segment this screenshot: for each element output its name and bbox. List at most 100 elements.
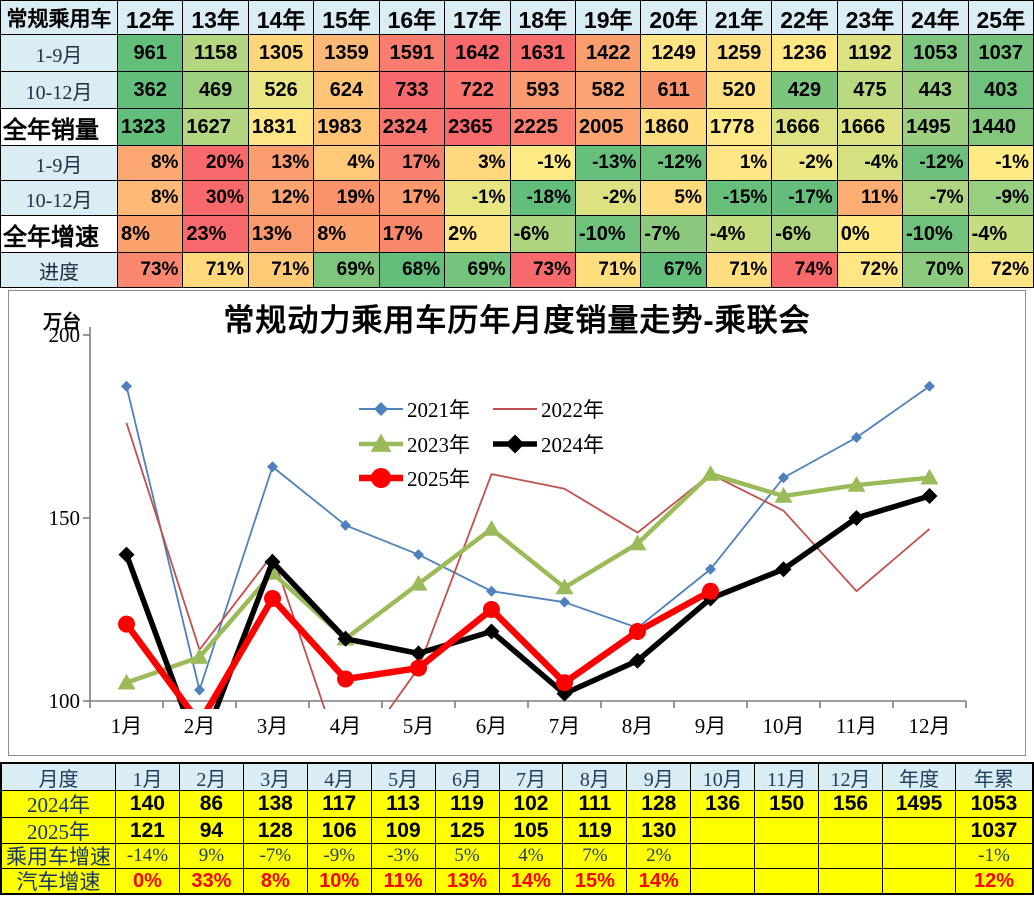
heatmap-cell[interactable]: 1778 (706, 109, 772, 145)
legend-item-2024年[interactable]: 2024年 (493, 433, 604, 457)
heatmap-cell[interactable]: 1359 (314, 35, 379, 71)
monthly-cell[interactable]: 150 (755, 791, 819, 817)
monthly-cell[interactable]: 156 (819, 791, 882, 817)
heatmap-row-label[interactable]: 10-12月 (1, 72, 117, 108)
monthly-cell[interactable]: 106 (307, 818, 371, 843)
heatmap-cell[interactable]: 12% (248, 181, 314, 215)
heatmap-cell[interactable]: 1831 (248, 109, 314, 145)
heatmap-cell[interactable]: 469 (183, 72, 248, 108)
monthly-cell[interactable]: 119 (435, 791, 499, 817)
heatmap-cell[interactable]: 526 (248, 72, 314, 108)
monthly-header-cell[interactable]: 3月 (243, 764, 307, 790)
heatmap-cell[interactable]: -4% (968, 216, 1033, 252)
heatmap-cell[interactable]: 520 (706, 72, 772, 108)
heatmap-cell[interactable]: -4% (837, 146, 903, 180)
monthly-cell[interactable]: 138 (243, 791, 307, 817)
heatmap-cell[interactable]: 68% (379, 253, 445, 287)
monthly-cell[interactable] (819, 844, 882, 868)
heatmap-cell[interactable]: 19% (314, 181, 379, 215)
heatmap-cell[interactable]: 1666 (772, 109, 837, 145)
heatmap-year-header[interactable]: 15年 (314, 1, 379, 34)
heatmap-cell[interactable]: 1236 (772, 35, 837, 71)
monthly-row-label[interactable]: 汽车增速 (2, 869, 115, 893)
heatmap-row-label[interactable]: 1-9月 (1, 146, 117, 180)
heatmap-cell[interactable]: 733 (379, 72, 445, 108)
monthly-row-label[interactable]: 2024年 (2, 791, 115, 817)
heatmap-cell[interactable]: 13% (248, 146, 314, 180)
monthly-cell[interactable] (755, 869, 819, 893)
monthly-cell[interactable]: 8% (243, 869, 307, 893)
monthly-cell[interactable]: 5% (435, 844, 499, 868)
monthly-cell[interactable]: 9% (179, 844, 243, 868)
heatmap-cell[interactable]: 72% (968, 253, 1033, 287)
monthly-cell[interactable] (691, 844, 755, 868)
heatmap-cell[interactable]: 1860 (641, 109, 706, 145)
heatmap-cell[interactable]: 2324 (379, 109, 445, 145)
heatmap-cell[interactable]: 429 (772, 72, 837, 108)
monthly-cell[interactable]: 140 (116, 791, 179, 817)
heatmap-cell[interactable]: 1627 (183, 109, 248, 145)
heatmap-cell[interactable]: 1422 (576, 35, 641, 71)
legend-item-2025年[interactable]: 2025年 (359, 467, 470, 491)
monthly-cell[interactable] (883, 818, 955, 843)
heatmap-cell[interactable]: 624 (314, 72, 379, 108)
heatmap-cell[interactable]: 67% (641, 253, 706, 287)
heatmap-cell[interactable]: 403 (968, 72, 1033, 108)
heatmap-cell[interactable]: 2005 (576, 109, 641, 145)
heatmap-cell[interactable]: 0% (837, 216, 903, 252)
monthly-cell[interactable] (883, 869, 955, 893)
heatmap-cell[interactable]: 1440 (968, 109, 1033, 145)
monthly-cell[interactable]: 1495 (883, 791, 955, 817)
monthly-cell[interactable]: 102 (499, 791, 563, 817)
heatmap-year-header[interactable]: 25年 (968, 1, 1033, 34)
monthly-cell[interactable]: 0% (116, 869, 179, 893)
heatmap-cell[interactable]: -2% (576, 181, 641, 215)
heatmap-cell[interactable]: 20% (183, 146, 248, 180)
monthly-cell[interactable] (883, 844, 955, 868)
monthly-header-cell[interactable]: 7月 (499, 764, 563, 790)
heatmap-cell[interactable]: 1259 (706, 35, 772, 71)
monthly-cell[interactable]: 14% (627, 869, 691, 893)
heatmap-cell[interactable]: 2365 (445, 109, 510, 145)
monthly-header-cell[interactable]: 月度 (2, 764, 115, 790)
heatmap-cell[interactable]: 362 (118, 72, 183, 108)
heatmap-cell[interactable]: 73% (510, 253, 575, 287)
heatmap-cell[interactable]: 8% (314, 216, 379, 252)
monthly-cell[interactable]: 15% (563, 869, 627, 893)
heatmap-year-header[interactable]: 23年 (837, 1, 903, 34)
heatmap-cell[interactable]: -18% (510, 181, 575, 215)
monthly-cell[interactable]: 111 (563, 791, 627, 817)
monthly-header-cell[interactable]: 9月 (627, 764, 691, 790)
heatmap-year-header[interactable]: 22年 (772, 1, 837, 34)
heatmap-cell[interactable]: 73% (118, 253, 183, 287)
monthly-cell[interactable]: 13% (435, 869, 499, 893)
heatmap-row-label[interactable]: 全年增速 (1, 216, 117, 252)
monthly-header-cell[interactable]: 年累 (956, 764, 1032, 790)
heatmap-cell[interactable]: 1192 (837, 35, 903, 71)
monthly-cell[interactable]: 130 (627, 818, 691, 843)
heatmap-cell[interactable]: 611 (641, 72, 706, 108)
heatmap-cell[interactable]: 961 (118, 35, 183, 71)
monthly-cell[interactable] (691, 818, 755, 843)
heatmap-cell[interactable]: -4% (706, 216, 772, 252)
heatmap-cell[interactable]: -1% (968, 146, 1033, 180)
heatmap-cell[interactable]: -6% (510, 216, 575, 252)
heatmap-cell[interactable]: 17% (379, 146, 445, 180)
monthly-cell[interactable]: -14% (116, 844, 179, 868)
monthly-cell[interactable] (819, 818, 882, 843)
heatmap-cell[interactable]: 1037 (968, 35, 1033, 71)
heatmap-cell[interactable]: -10% (576, 216, 641, 252)
heatmap-corner-header[interactable]: 常规乘用车 (1, 1, 117, 34)
heatmap-cell[interactable]: 2225 (510, 109, 575, 145)
heatmap-cell[interactable]: 8% (118, 216, 183, 252)
heatmap-year-header[interactable]: 14年 (248, 1, 314, 34)
monthly-cell[interactable]: 1037 (956, 818, 1032, 843)
heatmap-year-header[interactable]: 24年 (903, 1, 968, 34)
heatmap-cell[interactable]: 1158 (183, 35, 248, 71)
monthly-cell[interactable] (691, 869, 755, 893)
heatmap-cell[interactable]: 1053 (903, 35, 968, 71)
heatmap-cell[interactable]: 72% (837, 253, 903, 287)
monthly-header-cell[interactable]: 4月 (307, 764, 371, 790)
legend-item-2022年[interactable]: 2022年 (493, 398, 604, 422)
heatmap-cell[interactable]: -13% (576, 146, 641, 180)
